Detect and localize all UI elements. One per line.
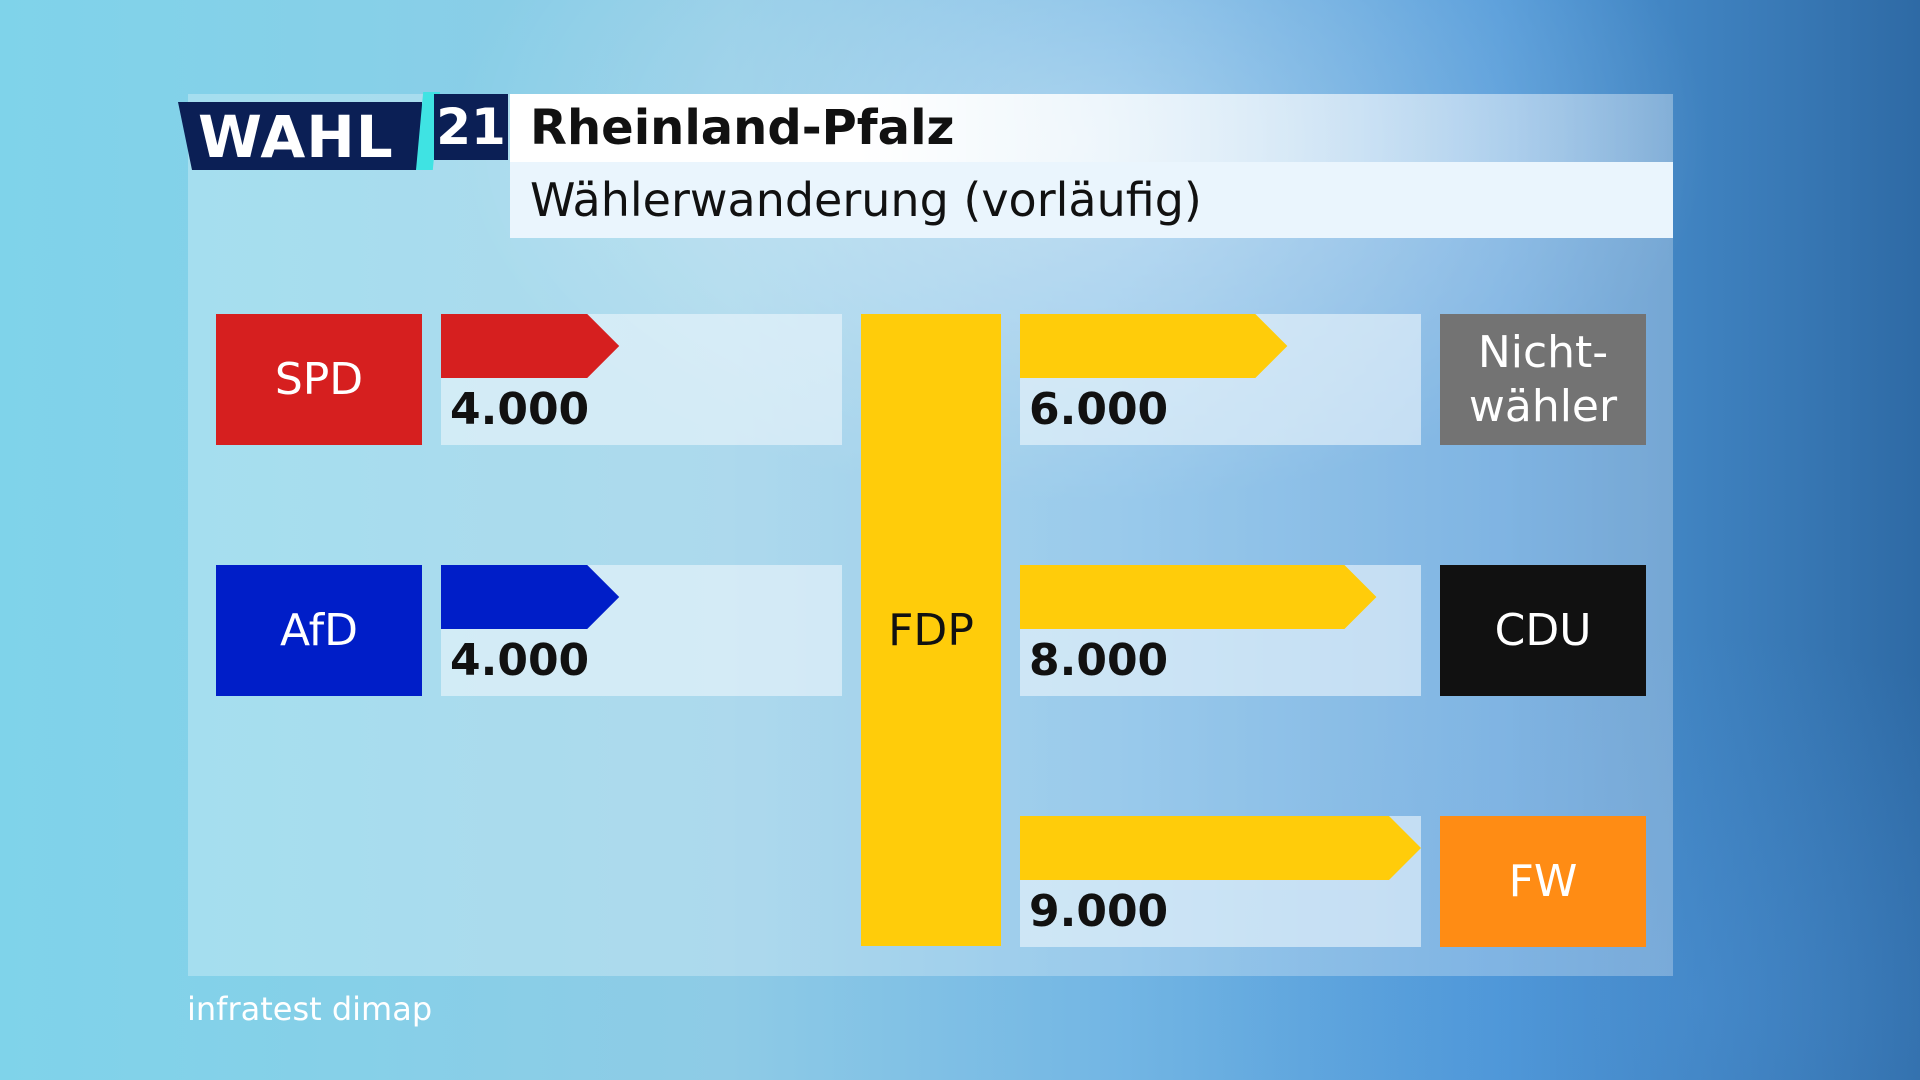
flow-arrow-afd — [441, 565, 620, 629]
party-label-afd: AfD — [280, 604, 358, 656]
party-label-spd: SPD — [274, 353, 364, 405]
flow-value-cdu: 8.000 — [1029, 635, 1169, 686]
chart-title: Rheinland-Pfalz — [530, 100, 955, 156]
flow-arrow-spd — [441, 314, 620, 378]
logo-year: 21 — [436, 98, 506, 156]
source-credit: infratest dimap — [187, 990, 433, 1028]
party-box-fdp: FDP — [861, 314, 1001, 946]
party-label-fdp: FDP — [888, 604, 974, 656]
flow-value-fw: 9.000 — [1029, 886, 1169, 937]
subtitle-bar — [510, 162, 1673, 238]
flow-value-spd: 4.000 — [450, 384, 590, 435]
party-label-fw: FW — [1508, 855, 1578, 907]
party-box-spd: SPD — [216, 314, 422, 445]
flow-arrow-nichtwaehler — [1020, 314, 1288, 378]
logo-year-box — [434, 94, 508, 160]
party-box-cdu: CDU — [1440, 565, 1646, 696]
party-box-nichtwaehler: Nicht- wähler — [1440, 314, 1646, 445]
flow-arrow-cdu — [1020, 565, 1377, 629]
wahl-logo-box — [178, 102, 422, 170]
party-box-afd: AfD — [216, 565, 422, 696]
party-box-fw: FW — [1440, 816, 1646, 947]
chart-subtitle: Wählerwanderung (vorläufig) — [530, 173, 1202, 227]
party-label-cdu: CDU — [1494, 604, 1592, 656]
wahl-logo-word: WAHL — [198, 103, 394, 171]
party-label-nichtwaehler-line1: Nicht- — [1477, 326, 1609, 378]
flow-arrow-fw — [1020, 816, 1421, 880]
flow-value-afd: 4.000 — [450, 635, 590, 686]
party-label-nichtwaehler-line2: wähler — [1468, 380, 1618, 432]
flow-value-nichtwaehler: 6.000 — [1029, 384, 1169, 435]
title-bar — [510, 94, 1673, 162]
